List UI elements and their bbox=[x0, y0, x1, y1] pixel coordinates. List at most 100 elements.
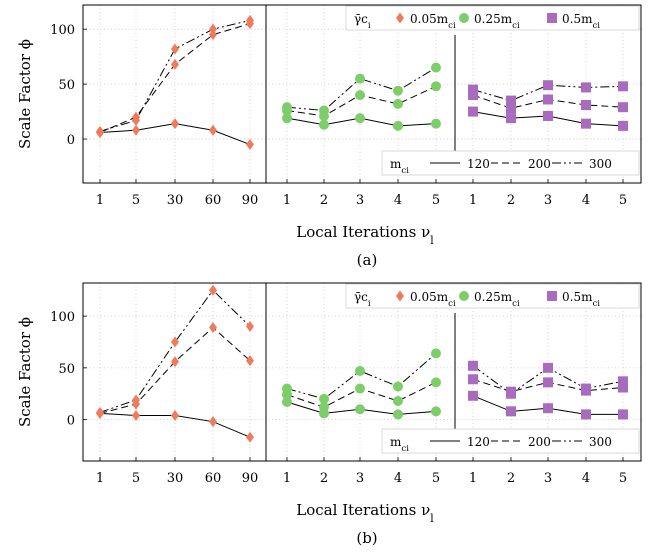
data-point bbox=[431, 406, 441, 417]
x-tick-label: 3 bbox=[356, 471, 364, 486]
legend-entry: 0.25mci bbox=[474, 12, 520, 31]
data-point bbox=[171, 356, 179, 368]
data-point bbox=[171, 409, 179, 421]
x-tick-label: 1 bbox=[469, 193, 477, 208]
x-tick-label: 1 bbox=[469, 471, 477, 486]
data-point bbox=[282, 102, 292, 113]
x-tick-label: 5 bbox=[132, 193, 140, 208]
data-point bbox=[209, 284, 217, 296]
legend-title: γ̄ci bbox=[354, 290, 371, 309]
x-tick-label: 4 bbox=[394, 193, 402, 208]
marker-legend: γ̄ci 0.05mci 0.25mci 0.5mci bbox=[345, 283, 640, 309]
y-tick-label: 0 bbox=[67, 414, 75, 429]
plot-frame bbox=[82, 4, 642, 184]
legend-entry: 300 bbox=[589, 157, 612, 171]
legend-box bbox=[345, 5, 640, 31]
y-tick-label: 100 bbox=[50, 310, 75, 325]
x-tick-label: 4 bbox=[394, 471, 402, 486]
data-point bbox=[96, 125, 104, 137]
x-tick-label: 1 bbox=[96, 193, 104, 208]
chart-panel-2: 0 50 100 Scale Factor ϕ 1 5 30 60 90 1 2 3 4 5 1 2 3 4 5 Lo… bbox=[16, 282, 642, 547]
data-point bbox=[393, 381, 403, 392]
data-point bbox=[171, 58, 179, 70]
series-line-diamond-m300 bbox=[99, 19, 251, 132]
x-tick-label: 5 bbox=[619, 193, 627, 208]
data-point bbox=[246, 139, 254, 151]
data-point bbox=[209, 23, 217, 35]
x-tick-label: 3 bbox=[544, 471, 552, 486]
data-point bbox=[618, 102, 628, 113]
legend-entry: 120 bbox=[467, 435, 490, 449]
linestyle-legend: mci 120 200 300 bbox=[381, 428, 640, 454]
data-point bbox=[246, 14, 254, 26]
x-tick-label: 5 bbox=[132, 471, 140, 486]
x-tick-label: 1 bbox=[283, 471, 291, 486]
data-point bbox=[282, 397, 292, 408]
chart-panel-1: 0 50 100 Scale Factor ϕ 1 5 30 60 90 1 2 3 4 5 1 2 3 4 5 Lo… bbox=[16, 4, 642, 269]
panel-label: (b) bbox=[356, 529, 377, 547]
data-point bbox=[355, 365, 365, 376]
legend-entry: 0.25mci bbox=[474, 290, 520, 309]
data-point bbox=[132, 394, 140, 406]
data-point bbox=[171, 336, 179, 348]
data-point bbox=[581, 118, 591, 129]
legend-marker-diamond bbox=[396, 12, 404, 24]
data-point bbox=[543, 80, 553, 91]
y-axis-label: Scale Factor ϕ bbox=[16, 39, 34, 149]
data-point bbox=[431, 81, 441, 92]
data-point bbox=[132, 114, 140, 126]
data-point bbox=[132, 124, 140, 136]
x-tick-label: 60 bbox=[205, 471, 222, 486]
data-point bbox=[468, 84, 478, 95]
data-point bbox=[581, 383, 591, 394]
y-tick-label: 50 bbox=[58, 78, 75, 93]
legend-entry: 200 bbox=[528, 157, 551, 171]
data-point bbox=[282, 113, 292, 124]
data-point bbox=[506, 406, 516, 417]
legend-box bbox=[345, 283, 640, 309]
y-tick-label: 50 bbox=[58, 362, 75, 377]
y-tick-label: 0 bbox=[67, 133, 75, 148]
x-tick-label: 1 bbox=[283, 193, 291, 208]
legend-entry: 0.5mci bbox=[562, 290, 600, 309]
x-tick-label: 90 bbox=[242, 471, 259, 486]
data-point bbox=[96, 406, 104, 418]
data-point bbox=[506, 388, 516, 399]
data-point bbox=[209, 416, 217, 428]
marker-legend: γ̄ci 0.05mci 0.25mci 0.5mci bbox=[345, 5, 640, 31]
data-point bbox=[393, 395, 403, 406]
legend-title: mci bbox=[390, 435, 409, 454]
x-tick-label: 5 bbox=[432, 193, 440, 208]
data-point bbox=[543, 110, 553, 121]
data-point bbox=[393, 85, 403, 96]
data-point bbox=[355, 404, 365, 415]
data-point bbox=[581, 409, 591, 420]
data-point bbox=[246, 355, 254, 367]
legend-marker-circle bbox=[459, 291, 469, 301]
legend-entry: 120 bbox=[467, 157, 490, 171]
x-tick-label: 30 bbox=[167, 471, 184, 486]
x-axis-label: Local Iterations νl bbox=[296, 223, 434, 247]
x-tick-label: 5 bbox=[432, 471, 440, 486]
legend-entry: 0.05mci bbox=[410, 290, 456, 309]
y-axis-label: Scale Factor ϕ bbox=[16, 317, 34, 427]
data-point bbox=[543, 377, 553, 388]
data-point bbox=[132, 409, 140, 421]
x-tick-label: 2 bbox=[320, 193, 328, 208]
legend-entry: 300 bbox=[589, 435, 612, 449]
data-point bbox=[355, 73, 365, 84]
data-point bbox=[543, 362, 553, 373]
x-tick-label: 30 bbox=[167, 193, 184, 208]
series-line-diamond-m200 bbox=[99, 23, 251, 133]
data-point bbox=[431, 348, 441, 359]
data-point bbox=[246, 320, 254, 332]
data-point bbox=[618, 382, 628, 393]
data-point bbox=[319, 105, 329, 116]
data-point bbox=[209, 322, 217, 333]
series-line-circle-m300 bbox=[286, 67, 437, 111]
data-point bbox=[581, 82, 591, 93]
data-point bbox=[319, 393, 329, 404]
x-tick-label: 5 bbox=[619, 471, 627, 486]
y-tick-label: 100 bbox=[50, 23, 75, 38]
x-tick-label: 4 bbox=[582, 193, 590, 208]
